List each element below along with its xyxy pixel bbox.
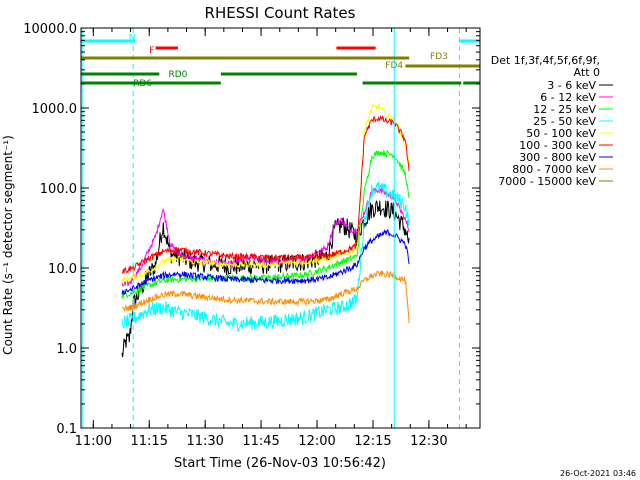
legend-header-line-2: Att 0	[574, 66, 600, 79]
legend-header-line-1: Det 1f,3f,4f,5f,6f,9f,	[491, 54, 600, 67]
flag-bar-n-2	[459, 39, 480, 43]
x-tick-label: 11:45	[242, 434, 279, 449]
chart-title: RHESSI Count Rates	[205, 4, 356, 22]
legend-label-7: 300 - 800 keV	[519, 151, 596, 164]
date-stamp: 26-Oct-2021 03:46	[560, 469, 636, 478]
flag-bar-fd3-1	[405, 64, 480, 68]
legend-label-2: 6 - 12 keV	[540, 91, 596, 104]
y-tick-label: 0.1	[56, 422, 77, 437]
flag-bar-rd0-2	[220, 72, 357, 76]
flag-bar-rd6-1	[81, 81, 221, 85]
series-line-6	[121, 115, 410, 274]
plot-frame	[80, 27, 481, 429]
x-tick-label: 11:00	[75, 434, 112, 449]
y-tick-label: 10.0	[48, 262, 77, 277]
x-tick-label: 12:30	[410, 434, 447, 449]
flag-bar-rd6-3	[463, 81, 480, 85]
y-tick-label: 1.0	[56, 342, 77, 357]
y-tick-label: 1000.0	[32, 102, 78, 117]
x-tick-label: 11:30	[186, 434, 223, 449]
legend-label-3: 12 - 25 keV	[533, 103, 596, 116]
x-axis-label: Start Time (26-Nov-03 10:56:42)	[174, 456, 386, 471]
y-tick-label: 10000.0	[23, 22, 77, 37]
flag-bar-rd0-1	[81, 72, 160, 76]
x-tick-label: 12:15	[354, 434, 391, 449]
flag-label-rd6: RD6	[133, 79, 152, 89]
x-tick-label: 11:15	[131, 434, 168, 449]
flag-label-n: N	[129, 33, 136, 43]
legend-label-9: 7000 - 15000 keV	[498, 175, 596, 188]
flag-bar-n-1	[81, 39, 136, 43]
y-axis-label: Count Rate (s⁻¹ detector segment⁻¹)	[1, 135, 15, 355]
series-line-8	[121, 269, 410, 324]
flag-bar-f-1	[155, 46, 178, 50]
series-line-4	[121, 181, 410, 332]
series-line-7	[121, 228, 410, 296]
legend-label-1: 3 - 6 keV	[547, 79, 596, 92]
legend-label-8: 800 - 7000 keV	[512, 163, 596, 176]
flag-label-f: F	[149, 46, 154, 56]
flag-bar-f-2	[336, 46, 376, 50]
y-tick-label: 100.0	[40, 182, 77, 197]
legend-label-4: 25 - 50 keV	[533, 115, 596, 128]
flag-label-rd0: RD0	[168, 70, 187, 80]
legend-label-6: 100 - 300 keV	[519, 139, 596, 152]
flag-bar-fd4-1	[81, 56, 410, 60]
flag-label-fd3: FD3	[430, 52, 448, 62]
flag-bar-rd6-2	[362, 81, 462, 85]
flag-label-fd4: FD4	[385, 61, 403, 71]
legend-label-5: 50 - 100 keV	[526, 127, 596, 140]
x-tick-label: 12:00	[298, 434, 335, 449]
